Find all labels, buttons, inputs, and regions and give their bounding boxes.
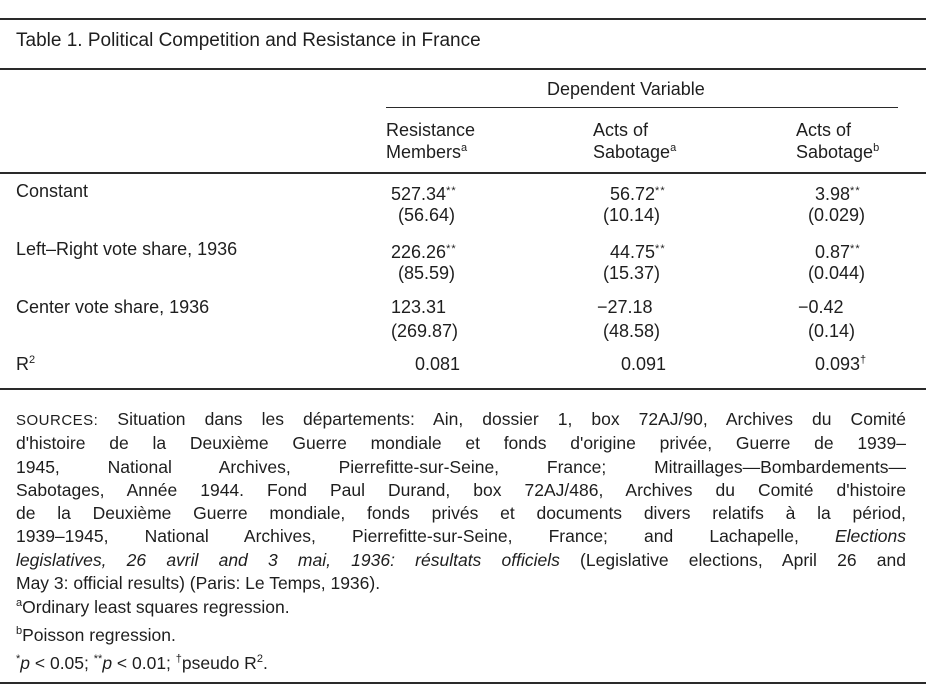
row-label-constant: Constant [16, 181, 89, 201]
row-label-left-right-vote-share: Left–Right vote share, 1936 [16, 239, 238, 259]
sources-note: SOURCES: Situation dans les départements… [16, 408, 906, 595]
coef-cell: −0.42 [798, 297, 844, 317]
se-cell: (56.64) [398, 205, 456, 225]
se-cell: (0.14) [808, 321, 856, 341]
coef-cell: 56.72** [610, 184, 666, 204]
r2-cell: 0.093† [815, 354, 867, 374]
table-bottom-rule [0, 388, 926, 390]
column-header-line1: Acts of [796, 120, 852, 140]
sources-line: d'histoire de la Deuxième Guerre mondial… [16, 433, 906, 454]
sources-line: legislatives, 26 avril and 3 mai, 1936: … [16, 549, 906, 570]
se-cell: (0.044) [808, 263, 866, 283]
bottom-rule [0, 682, 926, 684]
se-cell: (15.37) [603, 263, 661, 283]
sources-line: de la Deuxième Guerre mondiale, fonds pr… [16, 503, 906, 524]
top-rule [0, 18, 926, 20]
coef-cell: 0.87** [815, 242, 861, 262]
column-header-line2: Membersa [386, 142, 468, 162]
column-header-line1: Acts of [593, 120, 649, 140]
dependent-variable-label: Dependent Variable [547, 79, 705, 99]
se-cell: (269.87) [391, 321, 459, 341]
coef-cell: 123.31 [391, 297, 447, 317]
significance-note: *p < 0.05; **p < 0.01; †pseudo R2. [16, 653, 268, 673]
column-header-line2: Sabotageb [796, 142, 880, 162]
footnote-a: aOrdinary least squares regression. [16, 597, 290, 617]
dependent-variable-rule [386, 107, 898, 109]
column-header-line1: Resistance [386, 120, 476, 140]
coef-cell: 226.26** [391, 242, 457, 262]
column-header-line2: Sabotagea [593, 142, 677, 162]
coef-cell: 44.75** [610, 242, 666, 262]
sources-line: May 3: official results) (Paris: Le Temp… [16, 573, 381, 594]
header-rule [0, 172, 926, 174]
se-cell: (0.029) [808, 205, 866, 225]
coef-cell: 527.34** [391, 184, 457, 204]
sources-line: Sabotages, Année 1944. Fond Paul Durand,… [16, 479, 906, 500]
table-title: Table 1. Political Competition and Resis… [16, 30, 481, 51]
column-header-resistance-members: Resistance Membersa [386, 119, 475, 163]
row-label-center-vote-share: Center vote share, 1936 [16, 297, 210, 317]
column-header-acts-of-sabotage-poisson: Acts of Sabotageb [796, 119, 879, 163]
se-cell: (48.58) [603, 321, 661, 341]
r2-cell: 0.081 [415, 354, 461, 374]
se-cell: (10.14) [603, 205, 661, 225]
r2-cell: 0.091 [621, 354, 667, 374]
column-header-acts-of-sabotage-ols: Acts of Sabotagea [593, 119, 676, 163]
se-cell: (85.59) [398, 263, 456, 283]
row-label-r-squared: R2 [16, 354, 36, 374]
footnote-b: bPoisson regression. [16, 625, 176, 645]
sources-line: SOURCES: Situation dans les départements… [16, 409, 906, 429]
title-rule [0, 68, 926, 70]
sources-line: 1945, National Archives, Pierrefitte-sur… [16, 456, 906, 477]
sources-line: 1939–1945, National Archives, Pierrefitt… [16, 526, 906, 547]
coef-cell: −27.18 [597, 297, 653, 317]
coef-cell: 3.98** [815, 184, 861, 204]
